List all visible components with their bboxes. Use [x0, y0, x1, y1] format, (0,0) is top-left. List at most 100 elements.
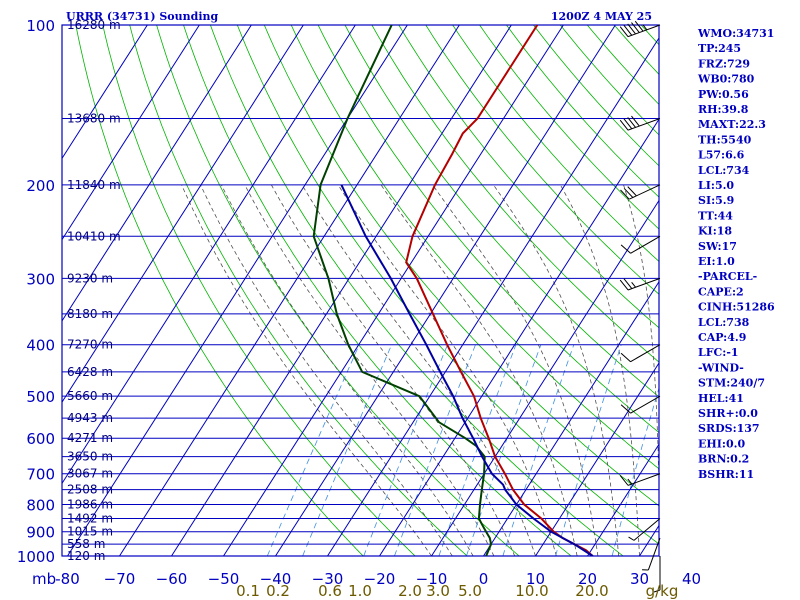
height-label: 558 m — [67, 537, 105, 551]
pressure-tick-label: 900 — [26, 524, 55, 542]
wind-barb-staff — [633, 518, 661, 541]
index-value: RH:39.8 — [698, 103, 749, 116]
temperature-tick-label: -80 — [55, 570, 80, 588]
height-label: 3650 m — [67, 450, 113, 464]
height-label: 5660 m — [67, 389, 113, 403]
isotherm — [61, 24, 148, 159]
temperature-tick-label: −60 — [156, 570, 188, 588]
temperature-tick-label: −10 — [416, 570, 448, 588]
mixing-ratio-label: 0.6 — [318, 582, 342, 600]
index-value: SRDS:137 — [698, 422, 760, 435]
height-label: 4271 m — [67, 431, 113, 445]
wind-barb-staff — [628, 184, 661, 200]
isotherm — [223, 24, 564, 557]
index-value: -PARCEL- — [698, 270, 757, 283]
height-label: 120 m — [67, 549, 105, 563]
pressure-tick-label: 200 — [26, 177, 55, 195]
height-label: 11840 m — [67, 178, 121, 192]
dry-adiabat — [317, 25, 659, 433]
index-value: STM:240/7 — [698, 377, 765, 390]
wind-barb-flag — [620, 189, 630, 200]
pressure-tick-label: 300 — [26, 270, 55, 288]
mixing-ratio-label: 3.0 — [426, 582, 450, 600]
index-value: WB0:780 — [697, 73, 755, 86]
wind-barb — [642, 537, 661, 571]
temperature-tick-label: 40 — [682, 570, 701, 588]
mixing-ratio-label: 1.0 — [348, 582, 372, 600]
isotherm — [61, 24, 304, 403]
wind-barb — [620, 184, 661, 200]
mixing-ratio-label: 0.1 — [236, 582, 260, 600]
index-value: FRZ:729 — [698, 57, 750, 70]
height-label: 8180 m — [67, 307, 113, 321]
wind-barb-flag — [620, 244, 631, 254]
index-value: LCL:738 — [698, 316, 750, 329]
wind-barb — [653, 556, 661, 593]
temperature-tick-label: −30 — [312, 570, 344, 588]
wind-barb-flag — [619, 26, 629, 37]
wind-barb-half — [653, 589, 661, 593]
pressure-tick-label: 100 — [26, 17, 55, 35]
wind-barb-flag — [627, 117, 636, 128]
moist-adiabat — [623, 184, 659, 507]
isotherm — [431, 200, 660, 557]
dry-adiabat — [398, 25, 659, 329]
index-value: EI:1.0 — [698, 255, 735, 268]
index-value: TT:44 — [698, 209, 733, 222]
dry-adiabat — [183, 25, 572, 556]
index-value: EHI:0.0 — [698, 437, 745, 450]
index-value: PW:0.56 — [698, 88, 749, 101]
mixing-ratio-label: 20.0 — [575, 582, 608, 600]
index-value: LI:5.0 — [698, 179, 734, 192]
temperature-tick-label: −40 — [260, 570, 292, 588]
moist-adiabat — [493, 184, 620, 556]
wind-barb-half — [628, 536, 635, 541]
height-label: 4943 m — [67, 411, 113, 425]
index-value: -WIND- — [698, 361, 744, 374]
index-value: LCL:734 — [698, 164, 750, 177]
moist-adiabat — [200, 184, 453, 556]
isotherm — [535, 362, 660, 557]
dry-adiabat — [263, 25, 659, 507]
index-value: KI:18 — [698, 225, 732, 238]
wind-barb — [620, 235, 661, 254]
mixing-ratio-label: 5.0 — [458, 582, 482, 600]
wind-barb-flag — [623, 187, 634, 198]
height-label: 2508 m — [67, 483, 113, 497]
dry-adiabat — [236, 25, 659, 545]
wind-barb — [619, 277, 661, 291]
wind-barb-staff — [630, 395, 661, 414]
isotherm — [61, 24, 252, 322]
wind-barb-flag — [623, 278, 633, 289]
mixing-ratio-label: 0.2 — [266, 582, 290, 600]
parcel-line — [340, 184, 594, 556]
dry-adiabat — [102, 25, 416, 556]
temperature-tick-label: 0 — [479, 570, 489, 588]
wind-barb — [619, 20, 661, 38]
wind-barb-staff — [630, 344, 661, 363]
moist-adiabat — [559, 184, 640, 556]
isotherm — [171, 24, 512, 557]
pressure-tick-label: 600 — [26, 430, 55, 448]
temperature-tick-label: 10 — [526, 570, 545, 588]
wind-barb-flag — [627, 23, 636, 35]
height-label: 1015 m — [67, 525, 113, 539]
dry-adiabat — [156, 25, 520, 556]
temperature-line — [405, 25, 594, 556]
mixing-ratio-label: g/kg — [646, 582, 679, 600]
index-value: CAP:4.9 — [698, 331, 746, 344]
isotherm — [61, 24, 356, 484]
dry-adiabat — [452, 25, 659, 262]
wind-barb-flag — [623, 118, 633, 130]
wind-barbs — [619, 20, 661, 593]
height-label: 9230 m — [67, 271, 113, 285]
height-label: 13680 m — [67, 112, 121, 126]
grid — [61, 24, 660, 557]
isotherm — [275, 24, 616, 557]
pressure-tick-label: 700 — [26, 466, 55, 484]
wind-barb-staff — [630, 235, 661, 254]
index-value: WMO:34731 — [697, 27, 774, 40]
wind-barb-flag — [620, 352, 631, 363]
